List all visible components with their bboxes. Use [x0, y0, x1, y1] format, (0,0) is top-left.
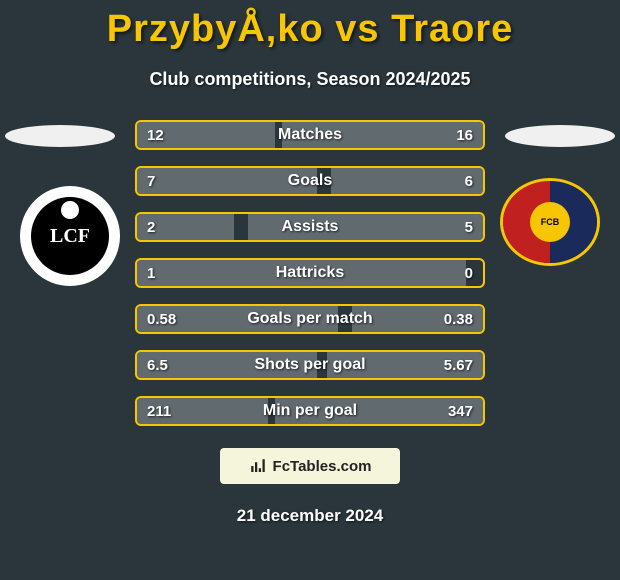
- crest-left-label: LCF: [50, 225, 90, 248]
- stat-value-left: 1: [147, 265, 155, 282]
- comparison-title: PrzybyÅ‚ko vs Traore: [0, 0, 620, 51]
- brand-text: FcTables.com: [273, 458, 372, 475]
- stat-value-right: 0.38: [444, 311, 473, 328]
- stat-row: 12 16 Matches: [135, 120, 485, 150]
- brand-box: FcTables.com: [220, 448, 400, 484]
- stat-label: Goals per match: [247, 310, 372, 328]
- stat-row: 2 5 Assists: [135, 212, 485, 242]
- stat-value-right: 6: [465, 173, 473, 190]
- stat-value-left: 2: [147, 219, 155, 236]
- club-crest-right: FCB: [500, 178, 600, 296]
- comparison-date: 21 december 2024: [0, 506, 620, 526]
- stat-value-left: 211: [147, 403, 171, 420]
- stat-value-right: 347: [448, 403, 473, 420]
- stats-container: 12 16 Matches 7 6 Goals 2 5 Assists 1 0 Hattricks 0.…: [135, 120, 485, 426]
- flag-right-placeholder: [505, 125, 615, 147]
- stat-row: 7 6 Goals: [135, 166, 485, 196]
- stat-label: Matches: [278, 126, 342, 144]
- stat-value-right: 16: [456, 127, 473, 144]
- flag-left-placeholder: [5, 125, 115, 147]
- stat-value-left: 6.5: [147, 357, 168, 374]
- stat-value-right: 0: [465, 265, 473, 282]
- stat-label: Assists: [282, 218, 339, 236]
- stat-value-right: 5.67: [444, 357, 473, 374]
- crest-right-label: FCB: [530, 202, 570, 242]
- stat-row: 211 347 Min per goal: [135, 396, 485, 426]
- stat-label: Hattricks: [276, 264, 344, 282]
- stat-row: 1 0 Hattricks: [135, 258, 485, 288]
- stat-label: Goals: [288, 172, 332, 190]
- stat-label: Min per goal: [263, 402, 357, 420]
- club-crest-left: LCF: [20, 178, 120, 296]
- comparison-subtitle: Club competitions, Season 2024/2025: [0, 69, 620, 90]
- stat-value-left: 0.58: [147, 311, 176, 328]
- stat-fill-right: [331, 168, 483, 194]
- stat-row: 6.5 5.67 Shots per goal: [135, 350, 485, 380]
- stat-value-left: 12: [147, 127, 164, 144]
- brand-chart-icon: [249, 457, 267, 475]
- stat-value-left: 7: [147, 173, 155, 190]
- stat-row: 0.58 0.38 Goals per match: [135, 304, 485, 334]
- stat-value-right: 5: [465, 219, 473, 236]
- stat-label: Shots per goal: [254, 356, 365, 374]
